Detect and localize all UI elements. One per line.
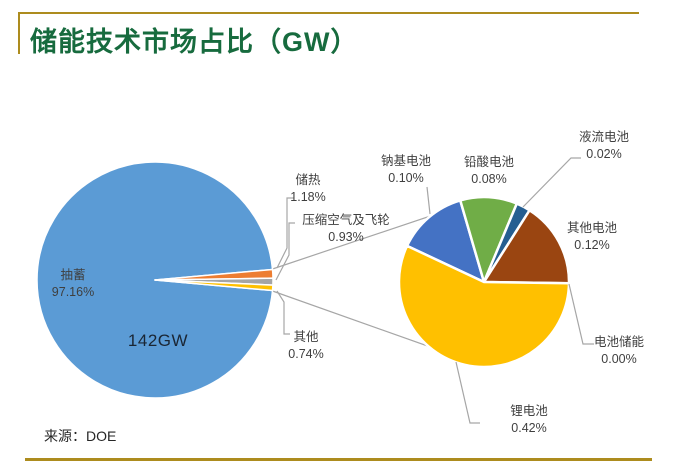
title-top-rule [18,12,639,14]
slice-pct-text: 0.00% [601,351,637,366]
label-lithium-battery: 锂电池 0.42% [510,403,548,436]
leader-line [276,290,290,335]
slice-pct-text: 0.08% [471,171,507,186]
label-heat-storage: 储热 1.18% [290,172,325,205]
leader-line [275,222,295,281]
slice-label-text: 电池储能 [593,335,645,349]
label-other: 其他 0.74% [288,329,323,362]
slice-label-text: 储热 [295,173,321,187]
slice-label-text: 锂电池 [510,404,548,418]
pie-slice [405,199,486,284]
pie-slice [397,244,571,369]
slice-pct-text: 0.12% [574,237,610,252]
label-compressed-air-flywheel: 压缩空气及飞轮 0.93% [302,212,390,245]
pie-slice [482,209,571,285]
footer-rule [25,458,652,461]
label-flow-battery: 液流电池 0.02% [579,129,629,162]
slice-label-text: 其他电池 [566,221,618,235]
label-battery-storage: 电池储能 0.00% [594,334,644,367]
leader-line [426,186,431,215]
slice-pct-text: 1.18% [290,189,326,204]
label-sodium-battery: 钠基电池 0.10% [381,153,431,186]
slice-pct-text: 0.93% [328,229,364,244]
total-label: 142GW [127,331,189,350]
leader-line [455,361,480,424]
title-left-rule [18,12,20,54]
slice-label-text: 钠基电池 [380,154,432,168]
slice-label-text: 铅酸电池 [463,155,515,169]
slice-label-text: 其他 [293,330,319,344]
slice-pct-text: 0.02% [586,146,622,161]
label-pumped-hydro: 抽蓄 97.16% [52,267,94,300]
slice-pct-text: 0.10% [388,170,424,185]
slice-label-text: 抽蓄 [60,268,86,282]
label-lead-acid-battery: 铅酸电池 0.08% [464,154,514,187]
slice-pct-text: 0.42% [511,420,547,435]
leader-line [276,197,294,269]
slice-label-text: 压缩空气及飞轮 [302,213,390,227]
label-other-battery: 其他电池 0.12% [567,220,617,253]
pie-slice [154,279,274,292]
source-note: 来源：DOE [44,428,117,444]
leader-line [568,283,594,345]
slice-pct-text: 97.16% [51,284,95,299]
leader-line [522,157,581,208]
slice-label-text: 液流电池 [578,130,630,144]
slice-pct-text: 0.74% [288,346,324,361]
page-title: 储能技术市场占比（GW） [30,27,359,57]
